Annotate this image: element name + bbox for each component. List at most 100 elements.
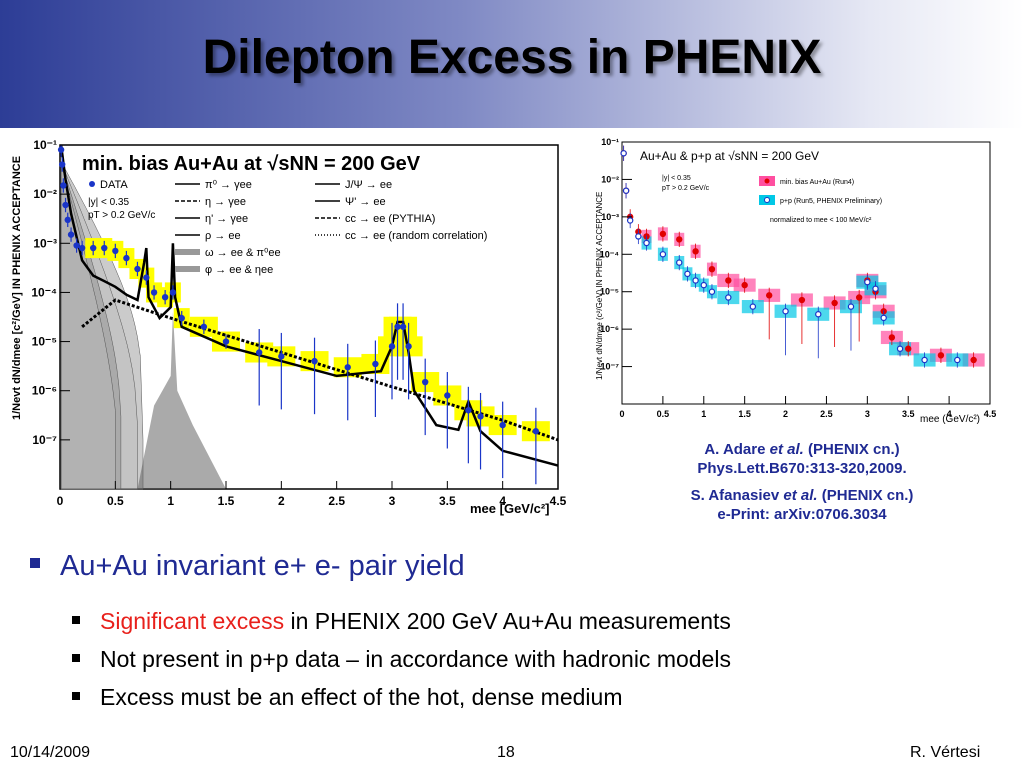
auau-dilepton-plot: 0 0.5 1 1.5 2 2.5 3 3.5 4 4.5 10⁻¹ 10⁻² 10⁻³ 10⁻⁴ 10⁻… xyxy=(0,130,575,525)
bullet-sub-3: Excess must be an effect of the hot, den… xyxy=(72,684,622,711)
data-point xyxy=(178,314,185,322)
y-tick-label: 10⁻⁴ xyxy=(31,285,57,299)
left-cut-y: |y| < 0.35 xyxy=(88,197,129,208)
left-chart-title: min. bias Au+Au at √sNN = 200 GeV xyxy=(82,153,421,175)
title-banner xyxy=(0,0,1024,128)
x-tick-label: 4.5 xyxy=(550,494,567,508)
data-point xyxy=(635,233,642,240)
data-point xyxy=(708,288,716,295)
data-point xyxy=(831,299,838,307)
data-point xyxy=(888,334,896,341)
legend-entry: ρ → ee xyxy=(205,230,241,242)
data-point xyxy=(388,343,396,350)
y-tick-label: 10⁻⁵ xyxy=(32,335,57,349)
x-tick-label: 1 xyxy=(701,409,706,419)
x-tick-label: 3.5 xyxy=(902,409,915,419)
data-point xyxy=(143,274,150,281)
bullet-sub-1: Significant excess in PHENIX 200 GeV Au+… xyxy=(72,608,731,635)
x-tick-label: 4 xyxy=(499,494,506,508)
data-point xyxy=(708,265,716,273)
data-point xyxy=(200,323,208,330)
legend-entry: cc → ee (PYTHIA) xyxy=(345,213,435,225)
bullet-sub-2: Not present in p+p data – in accordance … xyxy=(72,646,731,673)
x-tick-label: 3.5 xyxy=(439,494,456,508)
data-point xyxy=(659,251,667,258)
right-cut-pt: pT > 0.2 GeV/c xyxy=(662,185,710,192)
data-point xyxy=(90,244,97,252)
legend-entry: ω → ee & π⁰ee xyxy=(205,247,281,259)
left-x-label: mee [GeV/c²] xyxy=(470,501,549,516)
x-tick-label: 0.5 xyxy=(657,409,670,419)
data-point xyxy=(872,285,879,292)
data-point xyxy=(101,244,108,252)
data-point xyxy=(815,311,822,318)
cocktail-sum-line xyxy=(59,144,559,467)
data-point xyxy=(692,248,699,255)
x-tick-label: 2 xyxy=(783,409,788,419)
data-point xyxy=(222,338,230,345)
footer-date: 10/14/2009 xyxy=(10,744,91,761)
legend-entry: φ → ee & ηee xyxy=(205,264,273,276)
y-tick-label: 10⁻¹ xyxy=(601,137,619,147)
y-tick-label: 10⁻² xyxy=(601,174,619,184)
data-point xyxy=(725,294,732,301)
data-point xyxy=(112,247,119,255)
bullet-square-icon xyxy=(72,615,80,624)
right-y-label: 1/Nevt dN/dmee (c²/GeV) IN PHENIX ACCEPT… xyxy=(595,192,604,380)
bullet-main: Au+Au invariant e+ e- pair yield xyxy=(30,550,465,583)
data-point xyxy=(477,413,484,420)
data-point xyxy=(399,323,407,330)
data-point xyxy=(465,407,472,414)
pp-comparison-plot: 0 0.5 1 1.5 2 2.5 3 3.5 4 4.5 10⁻¹ 10⁻² 10⁻³ 10⁻⁴ 10⁻… xyxy=(590,130,1000,430)
data-point xyxy=(626,217,634,224)
right-legend-pp: p+p (Run5, PHENIX Preliminary) xyxy=(780,198,882,205)
data-point xyxy=(134,265,141,273)
phi-component xyxy=(137,312,226,489)
x-tick-label: 0.5 xyxy=(107,494,124,508)
data-point xyxy=(78,244,86,252)
data-point xyxy=(970,356,977,364)
data-point xyxy=(73,242,80,249)
bullet-square-icon xyxy=(30,558,40,569)
left-y-label: 1/Nevt dN/dmee [c²/GeV] IN PHENIX ACCEPT… xyxy=(11,156,23,420)
legend-entry: J/Ψ → ee xyxy=(345,179,392,191)
x-tick-label: 1.5 xyxy=(738,409,751,419)
y-tick-label: 10⁻³ xyxy=(601,212,619,222)
data-point xyxy=(864,278,871,286)
data-point xyxy=(372,360,379,368)
data-point xyxy=(278,353,285,360)
data-point xyxy=(60,182,67,189)
data-point xyxy=(405,343,412,350)
data-point xyxy=(161,293,169,301)
data-point xyxy=(169,289,177,296)
data-point xyxy=(692,277,699,284)
x-tick-label: 3 xyxy=(389,494,396,508)
legend-entry: η → γee xyxy=(205,196,246,208)
data-point xyxy=(643,239,650,247)
data-point xyxy=(880,314,887,322)
data-point xyxy=(499,421,506,429)
y-tick-label: 10⁻⁴ xyxy=(600,249,619,259)
right-x-label: mee (GeV/c²) xyxy=(920,414,980,425)
data-point xyxy=(684,270,691,278)
footer-page-number: 18 xyxy=(497,744,515,761)
data-point xyxy=(620,150,627,157)
data-point xyxy=(896,345,904,352)
y-tick-label: 10⁻⁷ xyxy=(601,362,620,372)
data-point xyxy=(622,187,630,194)
data-point xyxy=(798,296,806,304)
x-tick-label: 4.5 xyxy=(984,409,997,419)
x-tick-label: 4 xyxy=(947,409,952,419)
x-tick-label: 2.5 xyxy=(820,409,833,419)
data-point xyxy=(700,281,707,289)
data-point xyxy=(57,146,65,153)
ref-2-line-1: S. Afanasiev et al. (PHENIX cn.) xyxy=(690,487,914,504)
y-tick-label: 10⁻⁶ xyxy=(32,384,57,398)
data-point xyxy=(676,236,683,243)
ref-1-line-1: A. Adare et al. (PHENIX cn.) xyxy=(704,441,900,458)
data-point xyxy=(725,277,732,284)
x-tick-label: 2 xyxy=(278,494,285,508)
data-point xyxy=(921,356,928,364)
left-cut-pt: pT > 0.2 GeV/c xyxy=(88,210,155,221)
data-point xyxy=(847,303,855,310)
